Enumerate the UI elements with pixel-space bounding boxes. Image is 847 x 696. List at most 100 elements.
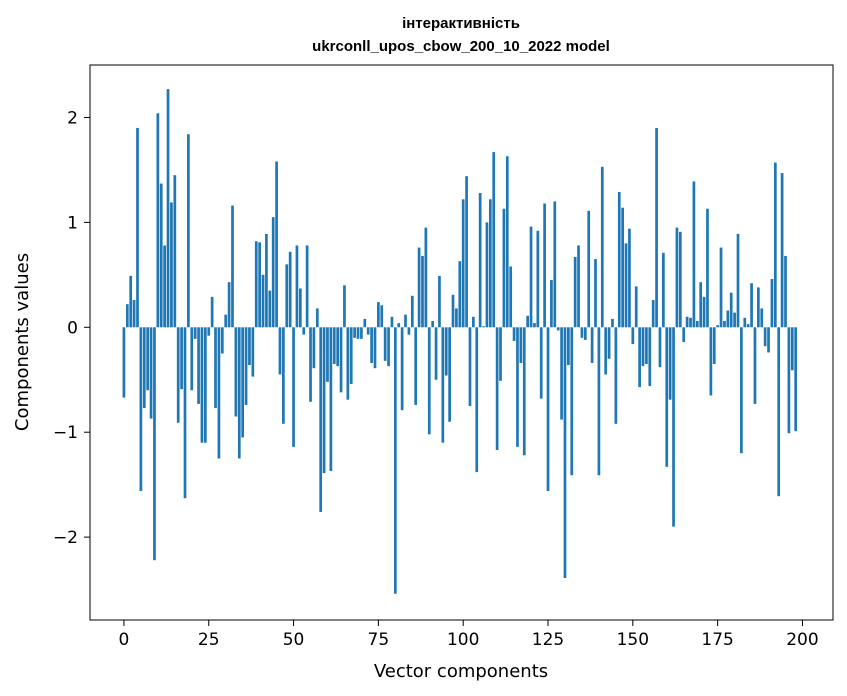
bar-170 (699, 282, 703, 328)
bar-87 (417, 247, 421, 328)
bar-143 (607, 327, 611, 359)
bar-73 (370, 327, 373, 363)
bar-162 (672, 327, 675, 527)
bar-18 (183, 327, 187, 499)
bar-63 (336, 327, 340, 367)
bar-99 (458, 261, 462, 328)
bar-131 (567, 327, 570, 366)
bar-39 (254, 241, 258, 328)
bar-186 (753, 327, 757, 404)
bar-141 (600, 166, 604, 328)
bar-107 (485, 222, 489, 328)
bar-82 (400, 327, 404, 411)
x-tick-label: 100 (447, 630, 479, 650)
bar-142 (604, 327, 608, 375)
bar-185 (750, 283, 753, 328)
bar-109 (492, 152, 496, 328)
bar-16 (176, 327, 180, 423)
bar-119 (526, 315, 530, 328)
bar-10 (156, 113, 160, 328)
bar-101 (465, 176, 468, 328)
bar-57 (315, 308, 319, 328)
bar-65 (343, 285, 346, 328)
bar-90 (427, 327, 431, 435)
bar-158 (658, 327, 662, 368)
bar-72 (366, 327, 370, 335)
bar-42 (265, 233, 268, 328)
bar-177 (723, 320, 726, 328)
bar-85 (410, 295, 414, 328)
bar-145 (614, 327, 618, 424)
bar-198 (794, 327, 798, 432)
bar-165 (682, 327, 686, 342)
bar-59 (322, 327, 326, 474)
bar-5 (139, 327, 143, 491)
bar-123 (539, 327, 543, 399)
bar-156 (651, 300, 655, 328)
bar-112 (502, 208, 506, 328)
bar-98 (455, 308, 458, 328)
bar-193 (777, 327, 781, 497)
bar-83 (404, 314, 407, 328)
bar-132 (570, 327, 574, 476)
bar-35 (241, 327, 245, 438)
bars-group (122, 89, 798, 594)
bar-80 (393, 327, 397, 594)
bar-195 (784, 255, 787, 328)
bar-50 (292, 327, 295, 447)
bar-181 (736, 233, 740, 328)
bar-126 (550, 280, 553, 328)
bar-55 (309, 327, 312, 402)
bar-8 (149, 327, 153, 419)
bar-180 (733, 312, 736, 328)
y-tick-label: 2 (67, 108, 78, 128)
bar-172 (706, 208, 709, 328)
bar-184 (746, 324, 750, 328)
bar-190 (767, 327, 770, 353)
bar-106 (482, 326, 485, 328)
bar-160 (665, 327, 669, 467)
bar-48 (285, 264, 289, 328)
bar-179 (729, 292, 733, 328)
bar-69 (356, 327, 360, 339)
bar-68 (353, 327, 356, 338)
bar-149 (628, 228, 631, 328)
bar-125 (546, 327, 550, 491)
bar-129 (560, 327, 563, 420)
bar-33 (234, 327, 238, 417)
bar-78 (387, 327, 390, 367)
bar-134 (577, 245, 580, 328)
bar-115 (512, 327, 516, 341)
x-tick-label: 175 (701, 630, 733, 650)
bar-91 (431, 320, 435, 328)
bar-67 (349, 327, 353, 384)
bar-62 (332, 327, 336, 365)
bar-168 (692, 181, 696, 328)
bar-155 (648, 327, 652, 387)
bar-31 (227, 282, 231, 328)
bar-21 (193, 327, 197, 339)
bar-0 (122, 327, 126, 398)
bar-150 (631, 327, 635, 345)
bar-178 (726, 310, 730, 328)
bar-113 (505, 156, 509, 328)
bar-24 (203, 327, 207, 443)
bar-26 (210, 296, 214, 328)
bar-103 (472, 316, 475, 328)
bar-44 (271, 217, 275, 328)
bar-27 (214, 327, 217, 409)
bar-108 (488, 199, 492, 328)
bar-127 (553, 201, 557, 328)
bar-152 (638, 327, 641, 388)
bar-34 (237, 327, 241, 459)
bar-37 (248, 327, 251, 366)
bar-138 (590, 327, 594, 363)
x-tick-label: 75 (368, 630, 390, 650)
bar-114 (509, 266, 513, 328)
bar-64 (339, 327, 343, 393)
bar-71 (363, 318, 367, 328)
bar-28 (217, 327, 221, 459)
bar-147 (621, 207, 625, 328)
x-tick-label: 25 (198, 630, 220, 650)
bar-111 (499, 327, 502, 381)
